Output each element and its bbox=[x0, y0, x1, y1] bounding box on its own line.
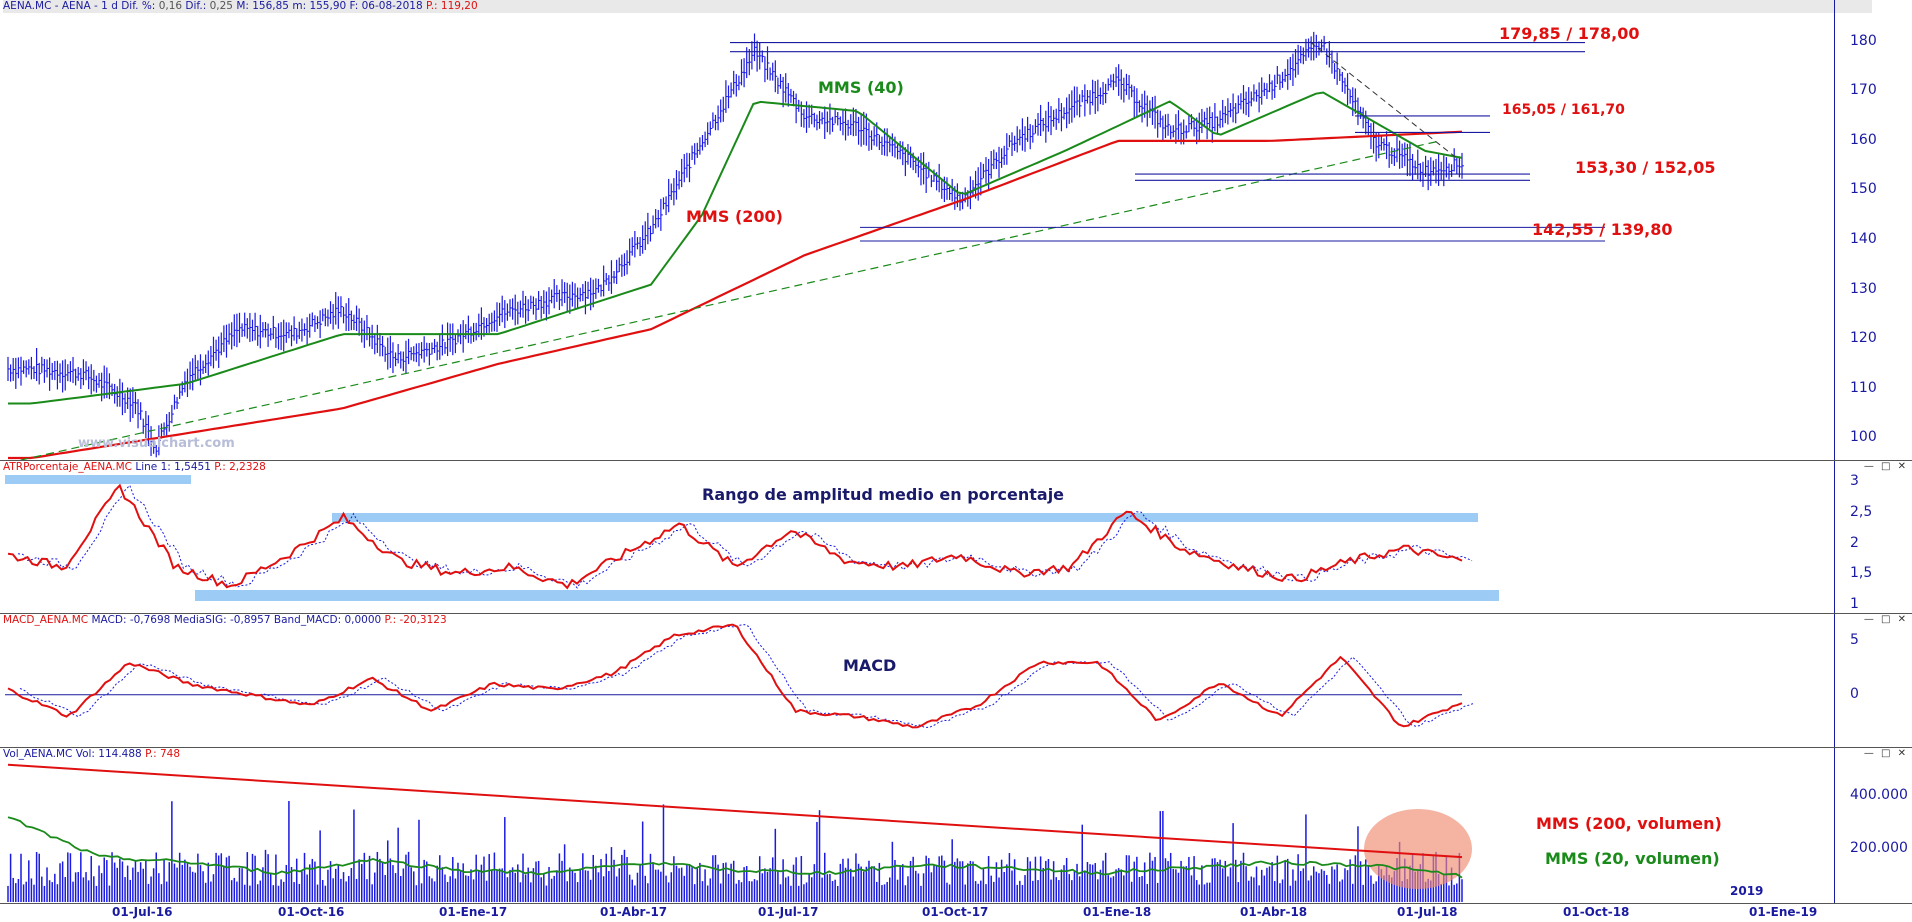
price-tick: 100 bbox=[1850, 429, 1877, 446]
price-tick: 110 bbox=[1850, 379, 1877, 396]
x-tick-label: 01-Jul-18 bbox=[1397, 905, 1458, 919]
x-tick-label: 01-Jul-17 bbox=[758, 905, 819, 919]
support-1-label: 153,30 / 152,05 bbox=[1575, 158, 1716, 177]
x-tick-label: 01-Abr-18 bbox=[1240, 905, 1308, 919]
atr-header: ATRPorcentaje_AENA.MC Line 1: 1,5451 P.:… bbox=[3, 461, 266, 473]
mms200-label: MMS (200) bbox=[686, 207, 783, 226]
downtrend-line bbox=[1309, 41, 1461, 162]
macd-title: MACD bbox=[843, 656, 897, 675]
volume-y-axis bbox=[1834, 748, 1835, 903]
macd-panel: MACD_AENA.MC MACD: -0,7698 MediaSIG: -0,… bbox=[0, 614, 1912, 748]
atr-tick: 1,5 bbox=[1850, 565, 1873, 582]
price-header: AENA.MC - AENA - 1 d Dif. %: 0,16 Dif.: … bbox=[3, 0, 1872, 13]
mms40-label: MMS (40) bbox=[818, 78, 904, 97]
atr-band-top bbox=[332, 513, 1478, 522]
price-tick: 130 bbox=[1850, 280, 1877, 297]
macd-tick: 5 bbox=[1850, 631, 1859, 648]
volume-tick: 400.000 bbox=[1850, 787, 1908, 804]
atr-band-bottom bbox=[195, 590, 1499, 601]
macd-header: MACD_AENA.MC MACD: -0,7698 MediaSIG: -0,… bbox=[3, 614, 447, 626]
x-tick-label: 01-Ene-19 bbox=[1749, 905, 1818, 919]
atr-y-axis bbox=[1834, 461, 1835, 613]
atr-signal-line bbox=[17, 484, 1473, 589]
trend-line bbox=[18, 140, 1441, 460]
atr-tick: 1 bbox=[1850, 596, 1859, 612]
macd-tick: 0 bbox=[1850, 685, 1859, 702]
macd-window-buttons[interactable]: — □ ✕ bbox=[1863, 614, 1908, 625]
price-plot[interactable] bbox=[0, 0, 1912, 460]
x-tick-label: 01-Ene-17 bbox=[439, 905, 508, 919]
support-2-label: 142,55 / 139,80 bbox=[1532, 220, 1673, 239]
resistance-1-label: 179,85 / 178,00 bbox=[1499, 24, 1640, 43]
atr-tick: 3 bbox=[1850, 473, 1859, 489]
volume-header: Vol_AENA.MC Vol: 114.488 P.: 748 bbox=[3, 748, 181, 760]
atr-tick: 2 bbox=[1850, 534, 1859, 551]
mms200-line bbox=[8, 130, 1463, 460]
x-tick-label: 01-Oct-17 bbox=[922, 905, 989, 919]
price-tick: 140 bbox=[1850, 231, 1877, 247]
price-tick: 150 bbox=[1850, 181, 1877, 198]
macd-y-axis bbox=[1834, 614, 1835, 747]
macd-signal-line bbox=[19, 624, 1475, 728]
mms40-line bbox=[8, 91, 1463, 405]
vol-mms200-label: MMS (200, volumen) bbox=[1536, 814, 1722, 833]
price-tick: 160 bbox=[1850, 131, 1877, 148]
atr-line bbox=[7, 483, 1463, 590]
x-tick-label: 01-Ene-18 bbox=[1083, 905, 1152, 919]
price-tick: 120 bbox=[1850, 330, 1877, 347]
macd-plot[interactable] bbox=[0, 614, 1912, 747]
atr-tick: 2,5 bbox=[1850, 503, 1873, 520]
volume-plot[interactable] bbox=[0, 748, 1912, 903]
x-tick-label: 01-Abr-17 bbox=[600, 905, 668, 919]
x-tick-label: 01-Oct-18 bbox=[1563, 905, 1630, 919]
price-panel: AENA.MC - AENA - 1 d Dif. %: 0,16 Dif.: … bbox=[0, 0, 1912, 461]
volume-window-buttons[interactable]: — □ ✕ bbox=[1863, 748, 1908, 759]
x-year-label: 2019 bbox=[1730, 884, 1764, 898]
volume-highlight bbox=[1364, 809, 1472, 889]
x-tick-label: 01-Jul-16 bbox=[112, 905, 173, 919]
atr-window-buttons[interactable]: — □ ✕ bbox=[1863, 461, 1908, 472]
atr-title: Rango de amplitud medio en porcentaje bbox=[702, 485, 1065, 504]
symbol-label: AENA.MC - AENA - 1 d bbox=[3, 0, 118, 12]
macd-line bbox=[7, 623, 1463, 729]
vol-mms200-line bbox=[7, 763, 1463, 859]
volume-tick: 200.000 bbox=[1850, 840, 1908, 857]
watermark: www.visualchart.com bbox=[78, 436, 235, 451]
x-tick-label: 01-Oct-16 bbox=[278, 905, 345, 919]
price-tick: 180 bbox=[1850, 32, 1877, 49]
resistance-2-label: 165,05 / 161,70 bbox=[1502, 102, 1625, 118]
price-tick: 170 bbox=[1850, 82, 1877, 99]
volume-panel: Vol_AENA.MC Vol: 114.488 P.: 748 — □ ✕ 4… bbox=[0, 748, 1912, 904]
vol-mms20-line bbox=[7, 816, 1463, 879]
price-y-axis bbox=[1834, 0, 1835, 460]
atr-band-top-left bbox=[5, 475, 191, 484]
atr-plot[interactable] bbox=[0, 461, 1912, 613]
vol-mms20-label: MMS (20, volumen) bbox=[1545, 849, 1720, 868]
atr-panel: ATRPorcentaje_AENA.MC Line 1: 1,5451 P.:… bbox=[0, 461, 1912, 614]
